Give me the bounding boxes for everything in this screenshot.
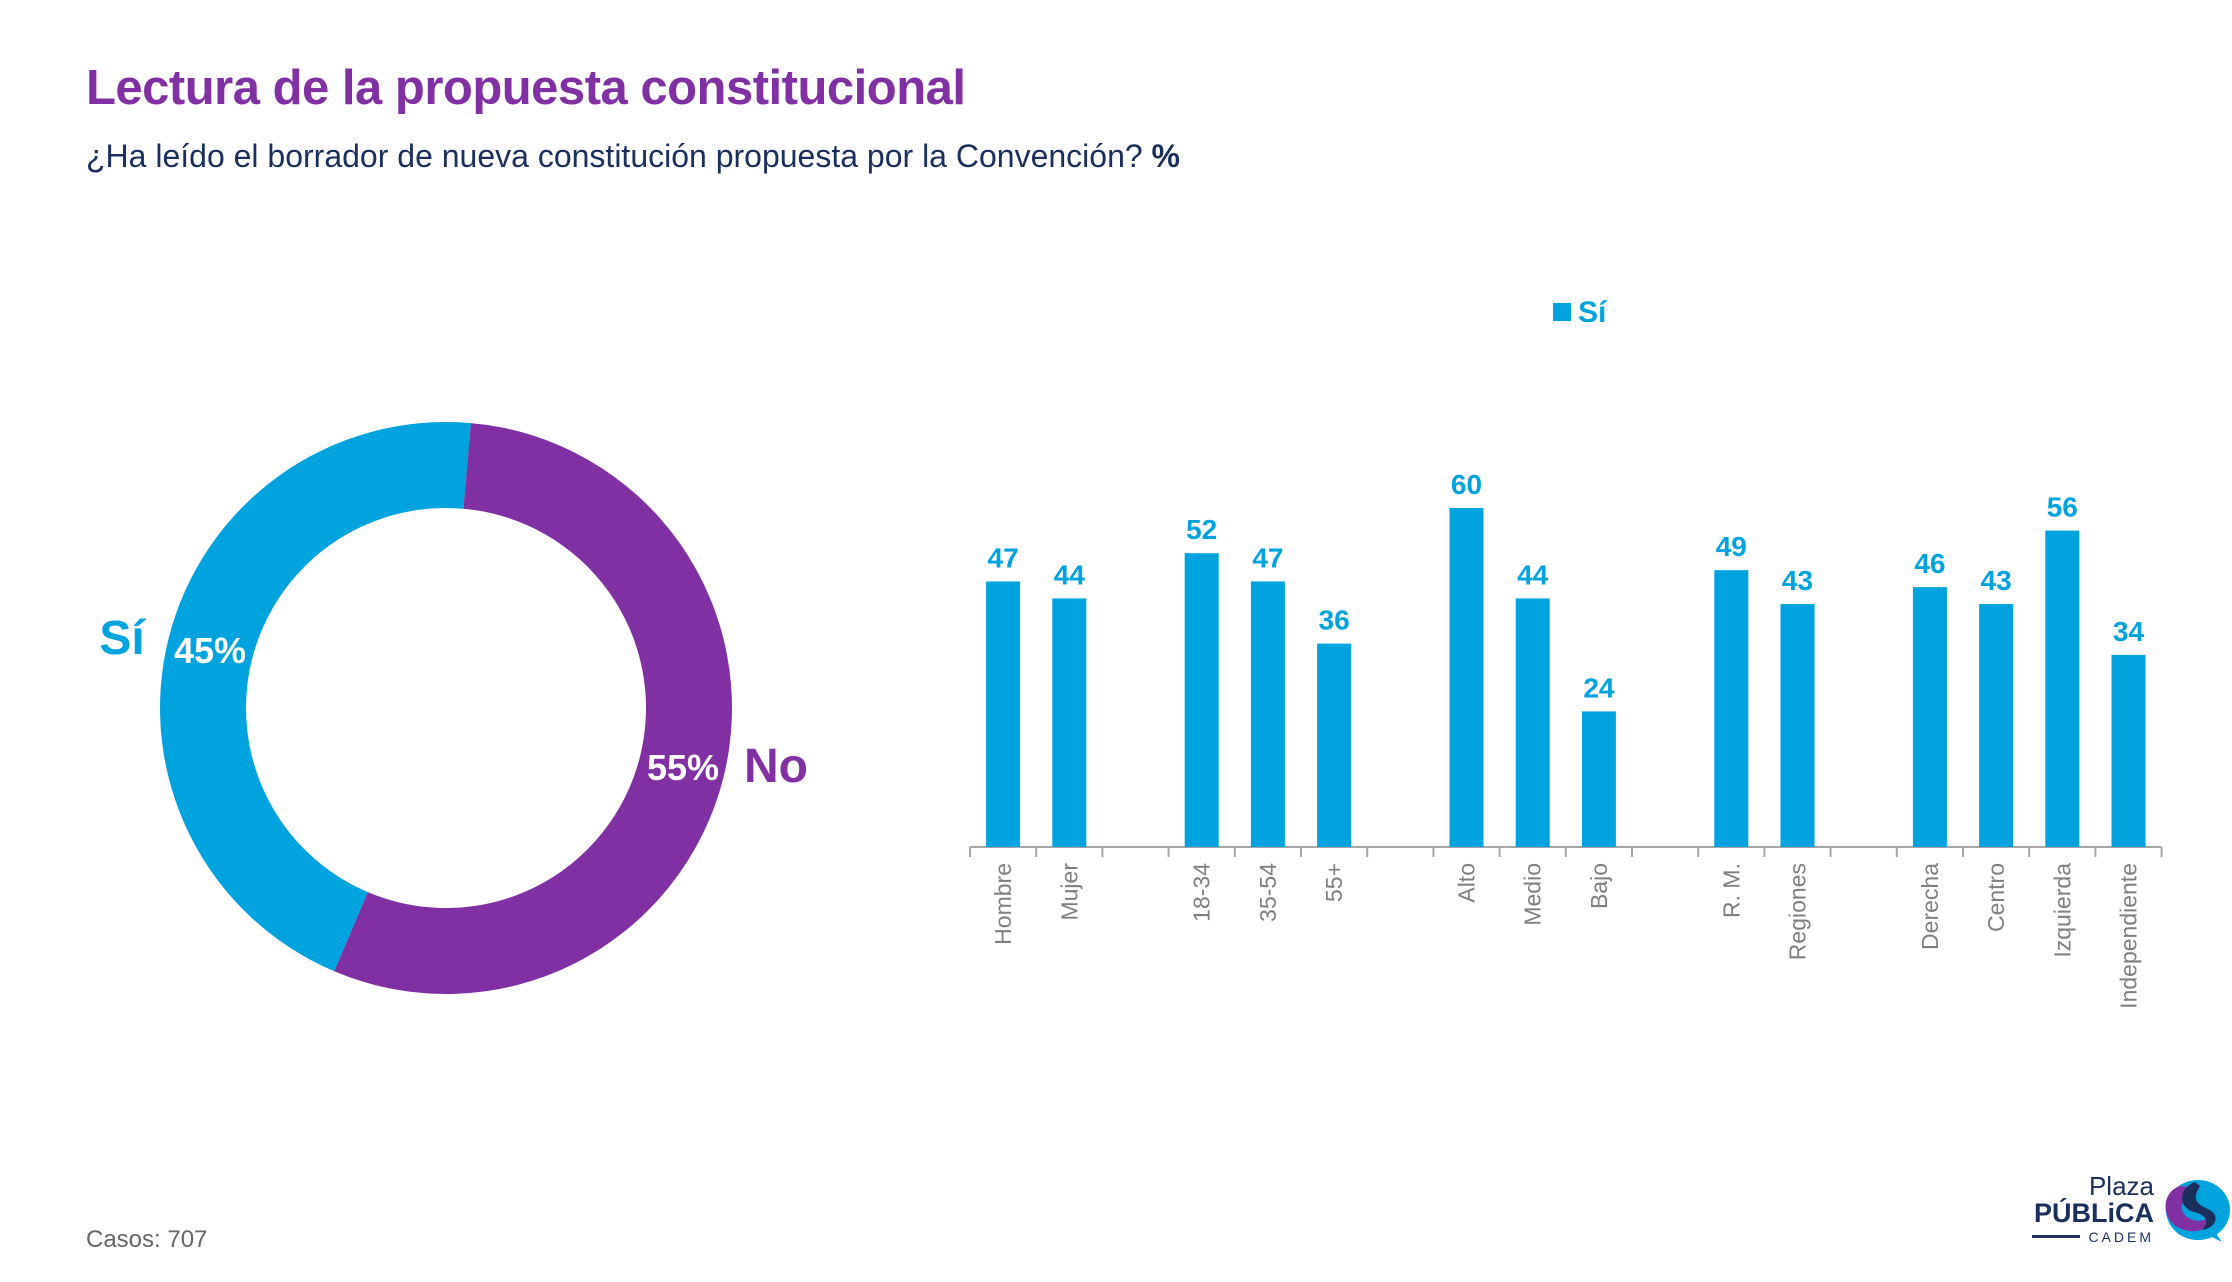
bar-value-label: 56: [2047, 492, 2078, 523]
subtitle-question: ¿Ha leído el borrador de nueva constituc…: [86, 138, 1143, 174]
bar-si: [2045, 530, 2080, 847]
donut-value-si: 45%: [174, 630, 246, 671]
bar-value-label: 43: [1981, 565, 2012, 596]
bar-si: [1912, 587, 1947, 847]
x-tick-label: Hombre: [990, 863, 1016, 945]
bar-si: [1250, 581, 1285, 847]
donut-value-no: 55%: [647, 747, 719, 788]
plaza-publica-cadem-logo: Plaza PÚBLiCA CADEM: [2032, 1172, 2230, 1245]
bar-value-label: 49: [1716, 531, 1747, 562]
bar-value-label: 43: [1782, 565, 1813, 596]
bar-si: [1449, 508, 1484, 847]
bar-value-label: 24: [1583, 672, 1615, 703]
bar-value-label: 52: [1186, 514, 1217, 545]
x-tick-label: Derecha: [1917, 863, 1943, 950]
bar-value-label: 60: [1451, 469, 1482, 500]
x-tick-label: Regiones: [1785, 863, 1811, 960]
x-tick-label: 35-54: [1255, 863, 1281, 922]
bar-value-label: 34: [2113, 616, 2145, 647]
bar-value-label: 47: [988, 542, 1019, 573]
x-tick-label: Bajo: [1586, 863, 1612, 909]
donut-slice-si: [160, 422, 471, 972]
logo-text-plaza: Plaza: [2089, 1172, 2155, 1201]
cases-count: Casos: 707: [86, 1226, 208, 1253]
logo-speech-bubble-icon: [2165, 1180, 2230, 1242]
bar-value-label: 46: [1914, 548, 1945, 579]
bar-value-label: 36: [1319, 605, 1350, 636]
bar-value-label: 44: [1054, 559, 1086, 590]
x-tick-label: R. M.: [1718, 863, 1744, 918]
page-subtitle: ¿Ha leído el borrador de nueva constituc…: [86, 138, 1180, 175]
donut-label-no: No: [744, 740, 808, 793]
logo-underline: [2032, 1235, 2080, 1238]
x-tick-label: Alto: [1454, 863, 1480, 903]
bar-si: [986, 581, 1021, 847]
bar-si: [2111, 654, 2146, 847]
logo-text-publica: PÚBLiCA: [2034, 1197, 2154, 1228]
bar-si: [1052, 598, 1087, 847]
bar-si: [1714, 570, 1749, 847]
bar-si: [1317, 643, 1352, 847]
x-tick-label: Independiente: [2116, 863, 2142, 1009]
bar-value-label: 47: [1252, 542, 1283, 573]
donut-slice-no: [334, 423, 733, 995]
x-tick-label: Mujer: [1056, 863, 1082, 921]
donut-chart: Sí 45% 55% No: [99, 422, 808, 995]
bar-si: [1581, 711, 1616, 847]
bar-si: [1515, 598, 1550, 847]
x-tick-label: Centro: [1983, 863, 2009, 932]
x-tick-label: Medio: [1520, 863, 1546, 926]
x-tick-label: Izquierda: [2049, 863, 2075, 958]
bar-si: [1780, 604, 1815, 847]
x-tick-label: 55+: [1321, 863, 1347, 902]
x-tick-label: 18-34: [1189, 863, 1215, 922]
bar-si: [1979, 604, 2014, 847]
bar-si: [1184, 553, 1219, 847]
page-title: Lectura de la propuesta constitucional: [86, 61, 966, 115]
legend-label-si: Sí: [1578, 296, 1608, 329]
donut-label-si: Sí: [99, 612, 146, 665]
subtitle-unit: %: [1151, 138, 1180, 174]
bar-value-label: 44: [1517, 559, 1549, 590]
legend-swatch-si: [1553, 303, 1571, 321]
logo-text-cadem: CADEM: [2088, 1229, 2154, 1245]
bar-chart: Hombre 47 Mujer 44 18-34 52 35-54 47 55+ 36 Alto 60…: [969, 296, 2163, 1009]
